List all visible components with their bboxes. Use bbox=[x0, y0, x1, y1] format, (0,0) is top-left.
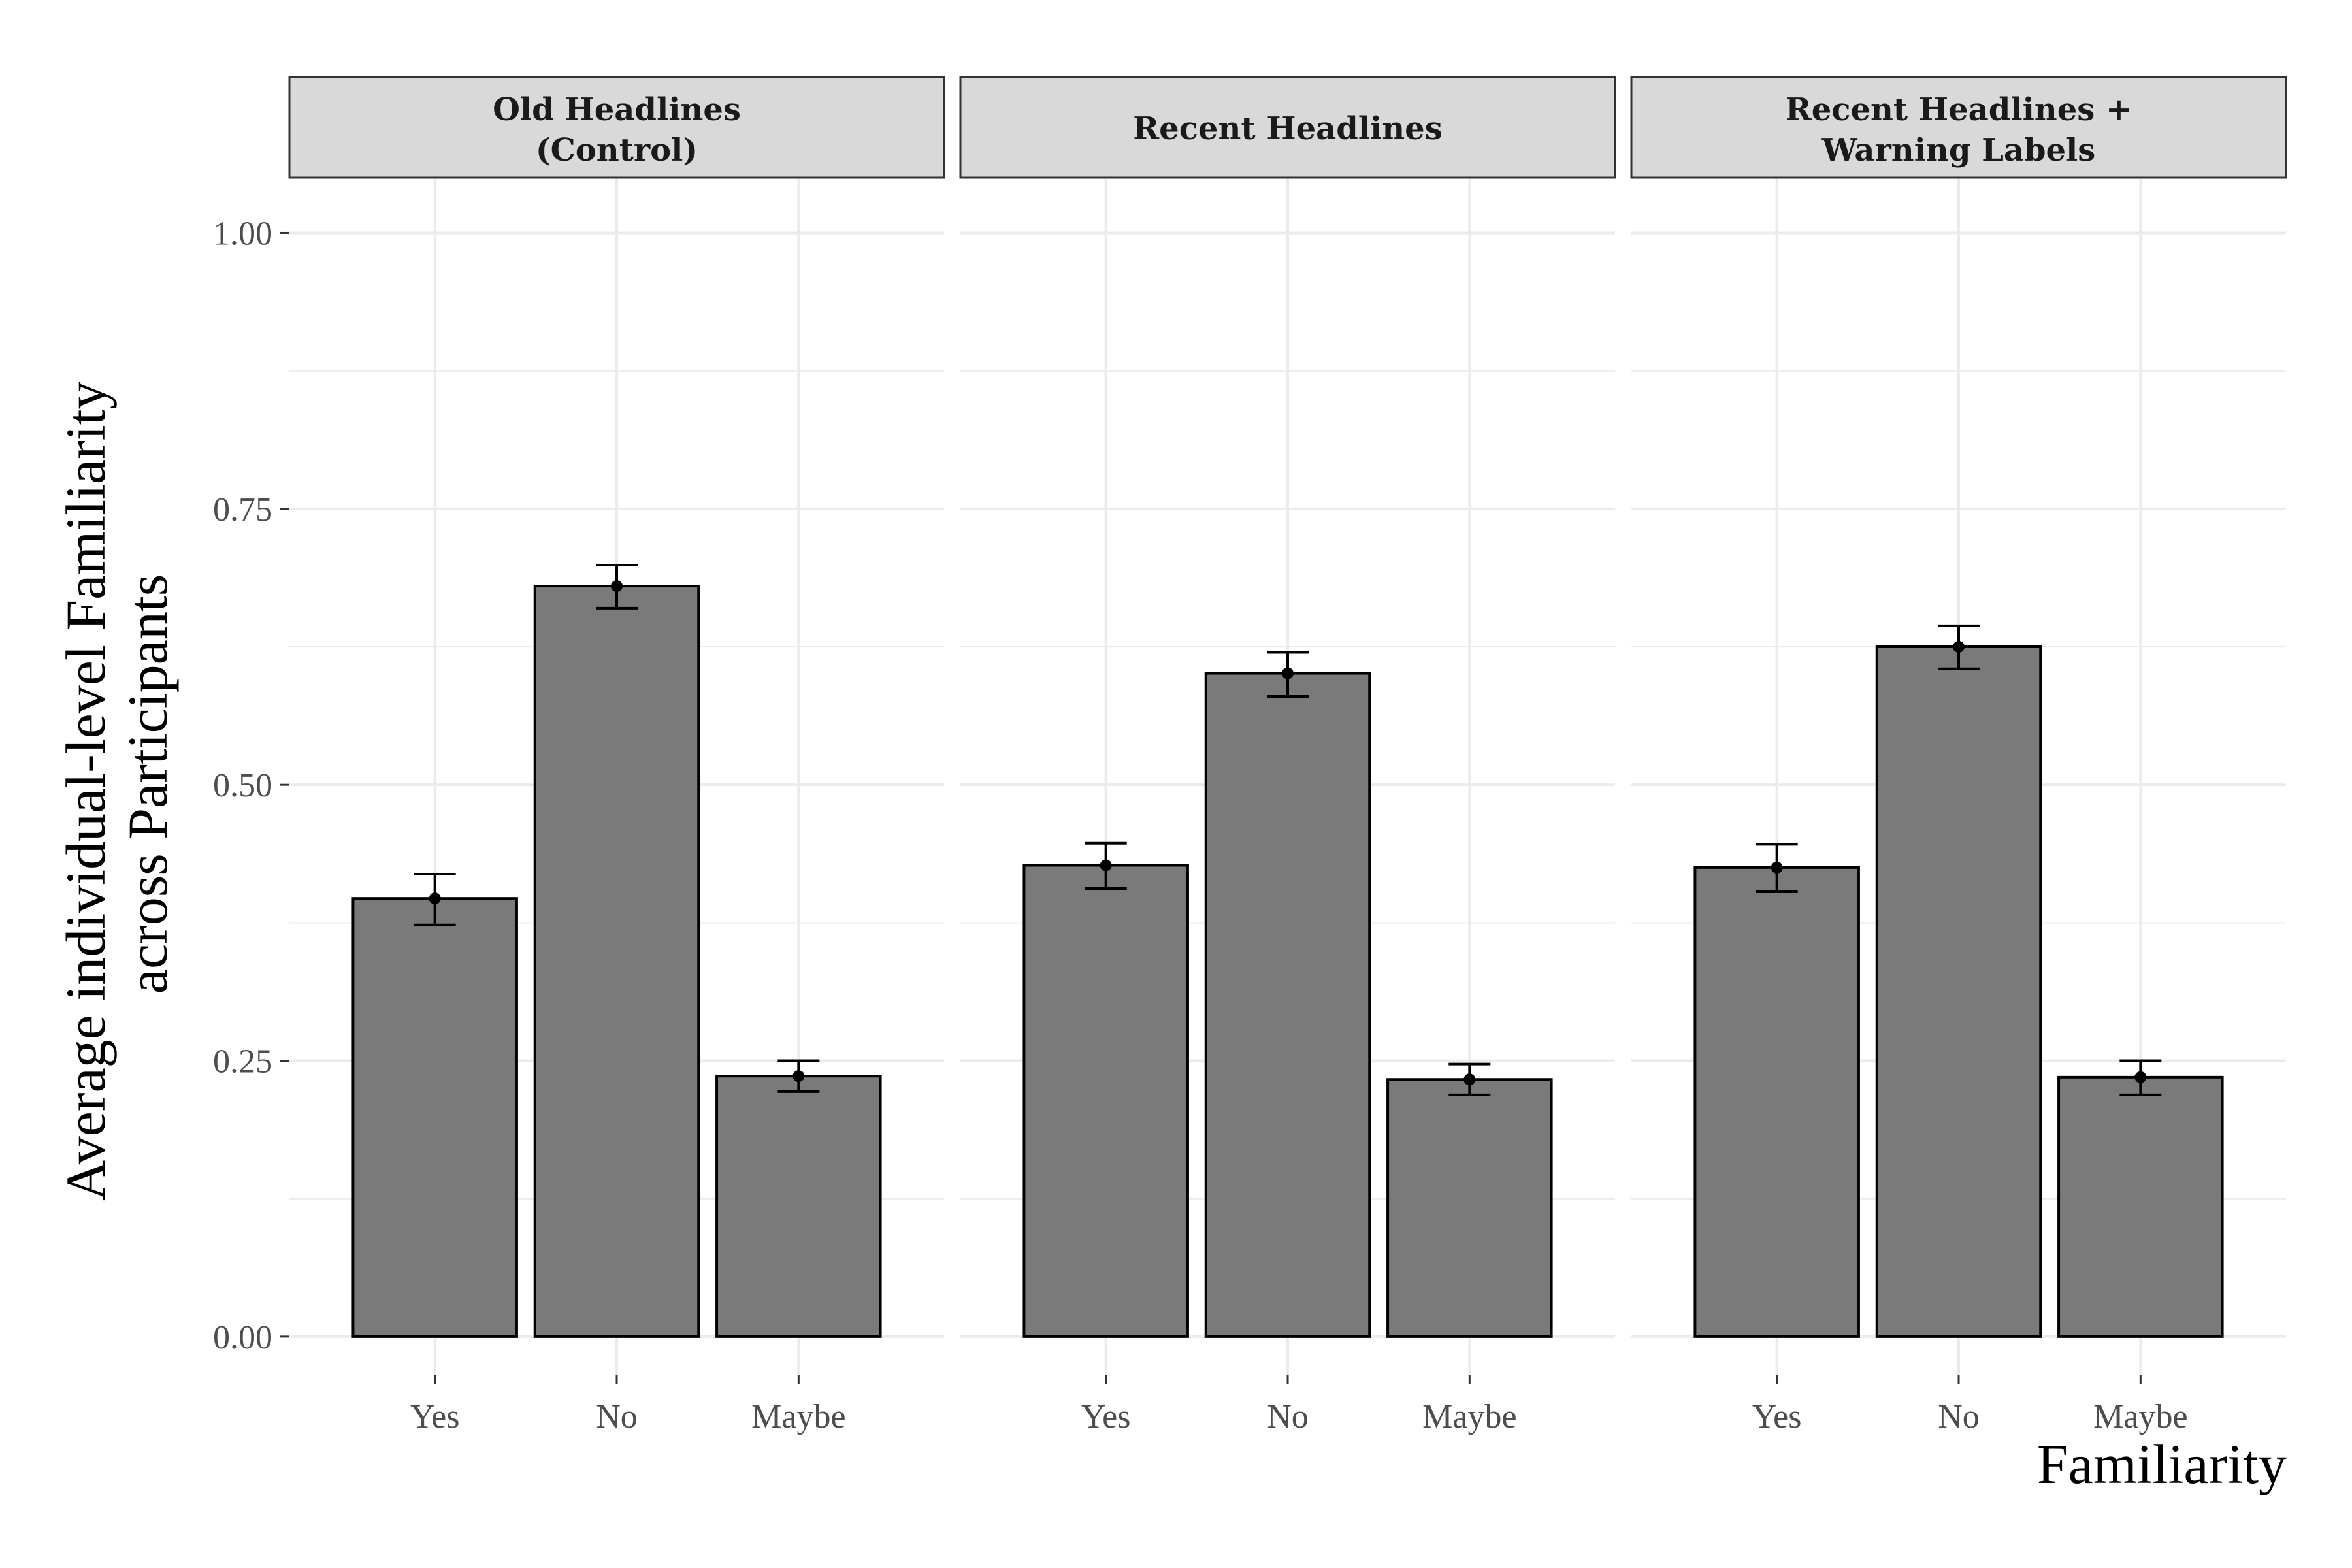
mean-point bbox=[429, 892, 441, 905]
x-tick-label: Maybe bbox=[1422, 1398, 1516, 1435]
facet-strip-label: Warning Labels bbox=[1821, 132, 2096, 169]
bar bbox=[715, 1075, 882, 1338]
y-axis-title-line-1: Average individual-level Familiarity bbox=[54, 381, 117, 1201]
y-tick-label: 0.75 bbox=[213, 491, 272, 529]
mean-point bbox=[1282, 667, 1294, 679]
bar bbox=[2057, 1075, 2224, 1338]
mean-point bbox=[792, 1070, 805, 1083]
mean-point bbox=[1100, 859, 1112, 872]
y-tick-label: 1.00 bbox=[213, 215, 272, 252]
x-tick-label: No bbox=[596, 1398, 638, 1435]
x-tick-label: No bbox=[1938, 1398, 1980, 1435]
facet-strips: Old Headlines (Control) Recent Headlines Re… bbox=[288, 76, 2287, 179]
axes-layer: Yes No Maybe Yes No Maybe Yes No Maybe 0.00 0.25 0.… bbox=[213, 215, 2188, 1435]
bar bbox=[1875, 645, 2042, 1338]
mean-point bbox=[2134, 1071, 2147, 1083]
bar bbox=[533, 585, 700, 1338]
facet-strip-label: Recent Headlines bbox=[1133, 110, 1442, 147]
y-tick-label: 0.25 bbox=[213, 1043, 272, 1081]
x-axis-title: Familiarity bbox=[2037, 1433, 2287, 1495]
mean-point bbox=[1771, 861, 1783, 874]
mean-point bbox=[1463, 1073, 1476, 1086]
bar bbox=[1204, 672, 1371, 1338]
mean-point bbox=[611, 580, 623, 593]
x-tick-label: Maybe bbox=[751, 1398, 845, 1435]
mean-point bbox=[1953, 640, 1965, 653]
y-axis-title: Average individual-level Familiarity acr… bbox=[54, 367, 179, 1201]
facet-strip bbox=[959, 76, 1616, 179]
x-tick-label: Maybe bbox=[2093, 1398, 2187, 1435]
y-tick-label: 0.50 bbox=[213, 767, 272, 804]
x-tick-label: Yes bbox=[410, 1398, 460, 1435]
x-tick-label: Yes bbox=[1752, 1398, 1802, 1435]
bars-layer bbox=[351, 563, 2224, 1338]
y-axis-title-line-2: across Participants bbox=[116, 574, 179, 994]
facet-strip bbox=[1630, 76, 2287, 179]
facet-strip-label: Old Headlines bbox=[493, 91, 741, 128]
facet-strip-label: Recent Headlines + bbox=[1786, 91, 2132, 128]
y-tick-label: 0.00 bbox=[213, 1319, 272, 1356]
facet-strip bbox=[288, 76, 945, 179]
bar bbox=[1386, 1078, 1553, 1338]
facet-strip-label: (Control) bbox=[536, 132, 698, 169]
x-tick-label: Yes bbox=[1081, 1398, 1131, 1435]
bar bbox=[1022, 864, 1189, 1338]
bar bbox=[351, 897, 518, 1338]
x-tick-label: No bbox=[1267, 1398, 1309, 1435]
bar bbox=[1693, 866, 1860, 1338]
